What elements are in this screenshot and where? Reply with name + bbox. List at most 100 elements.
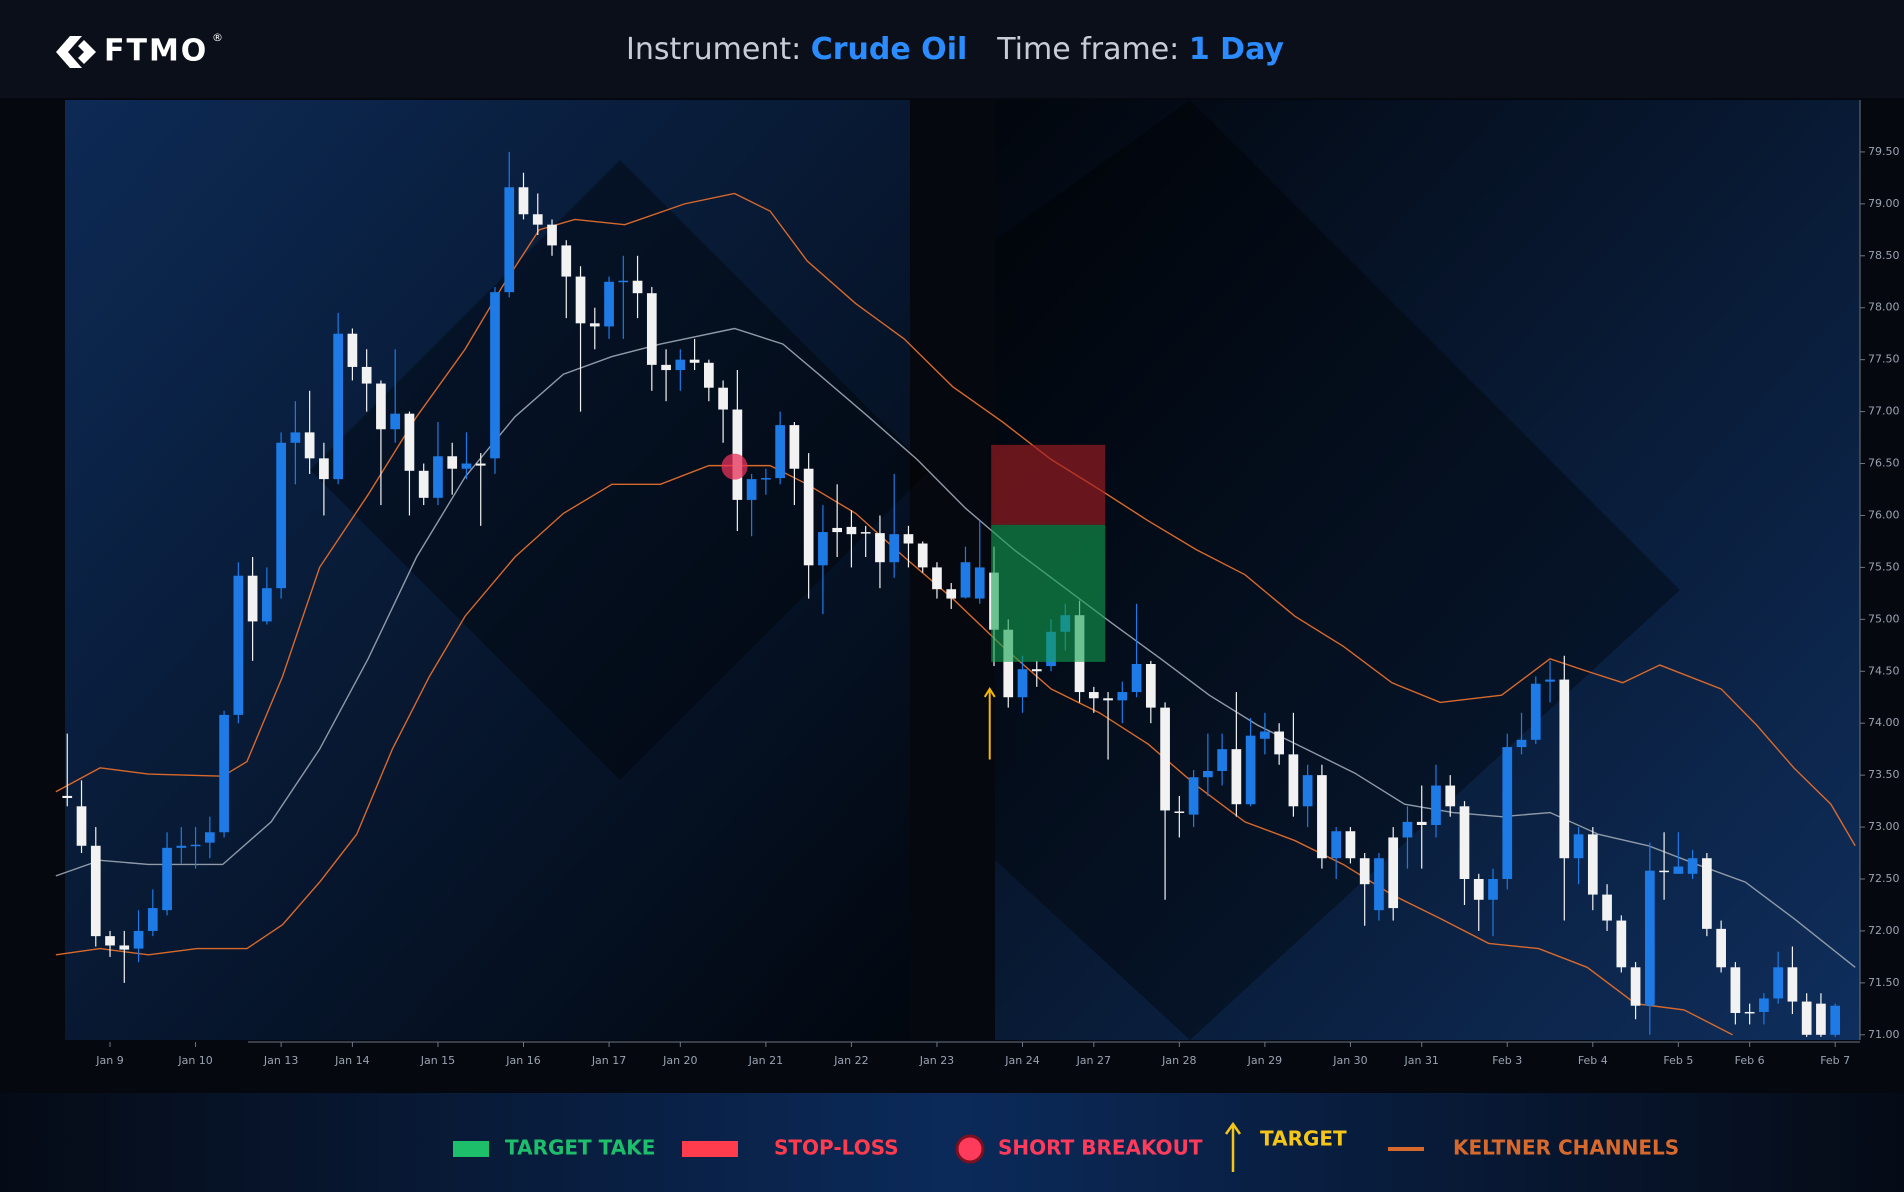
candle-body [1630,967,1641,1006]
candle-body [1616,920,1627,968]
candle-body [661,364,671,371]
candle-body [746,479,757,500]
candle-body [347,333,358,367]
candle-body [376,383,386,430]
candle-body [818,532,828,566]
plot-bg-left [65,100,910,1040]
header-bar [0,0,1904,98]
y-tick-label: 74.50 [1868,664,1900,677]
candle-body [119,945,130,950]
x-tick-label: Jan 14 [334,1054,369,1067]
candle-body [1816,1003,1826,1035]
x-tick-label: Feb 3 [1492,1054,1522,1067]
candle-body [361,366,372,384]
candle-body [761,478,771,480]
candle-body [1759,998,1769,1012]
candle-body [233,575,244,715]
candle-body [1003,629,1014,698]
y-tick-label: 71.50 [1868,976,1900,989]
candle-body [1773,967,1784,999]
candle-body [1103,698,1113,701]
candle-body [490,292,500,459]
candle-body [1744,1011,1755,1014]
candle-body [1245,735,1256,805]
y-tick-label: 76.00 [1868,508,1900,521]
candle-body [1088,692,1099,699]
candle-body [1359,858,1370,885]
y-tick-label: 73.50 [1868,768,1900,781]
candle-body [1702,858,1712,929]
candle-body [1031,669,1042,672]
candle-body [789,425,800,469]
logo-mark [78,40,96,64]
candle-body [1687,858,1698,874]
candle-body [1587,834,1598,895]
candle-body [1131,664,1142,693]
candle-body [1117,692,1128,701]
x-tick-label: Jan 9 [95,1054,123,1067]
candle-body [1274,731,1284,755]
candle-body [176,845,187,848]
candle-body [561,245,572,277]
legend-label: TARGET [1260,1127,1347,1151]
candle-body [447,456,458,469]
y-tick-label: 76.50 [1868,457,1900,470]
candle-body [518,187,529,215]
candle-body [304,432,315,459]
candle-body [703,362,714,388]
candle-body [846,526,857,535]
logo-text: FTMO [104,34,208,69]
timeframe: 1 Day [1189,32,1285,67]
legend-swatch [1224,1121,1242,1135]
x-tick-label: Jan 22 [833,1054,868,1067]
candle-body [1659,870,1669,873]
candle-body [1317,775,1327,859]
candle-body [1416,821,1427,825]
y-tick-label: 72.00 [1868,924,1900,937]
candle-body [1260,731,1270,739]
candle-body [319,458,329,480]
candle-body [547,224,557,246]
target-zone [991,524,1106,662]
candle-body [1217,749,1227,771]
candle-body [1302,775,1313,807]
x-tick-label: Jan 24 [1004,1054,1039,1067]
x-tick-label: Jan 28 [1161,1054,1196,1067]
x-tick-label: Feb 5 [1663,1054,1693,1067]
legend-label: TARGET TAKE [505,1136,655,1160]
candle-body [1174,811,1185,813]
y-tick-label: 78.50 [1868,249,1900,262]
candle-body [1673,866,1684,874]
candle-body [133,930,144,949]
candle-body [1374,858,1384,911]
instrument-label: Instrument: [626,32,801,67]
candle-body [1017,669,1028,698]
candle-body [1530,683,1541,740]
y-tick-label: 73.00 [1868,820,1900,833]
instrument: Crude Oil [811,32,968,67]
x-tick-label: Jan 21 [748,1054,783,1067]
candle-body [390,413,401,430]
candle-body [475,463,486,466]
candle-body [404,413,415,471]
candle-body [1545,679,1555,682]
legend-swatch [955,1134,985,1164]
y-tick-label: 71.00 [1868,1028,1900,1041]
candle-body [1644,870,1655,1006]
candle-body [1431,785,1441,825]
candle-body [575,276,586,324]
x-tick-label: Feb 6 [1735,1054,1765,1067]
candle-body [875,533,885,563]
candle-body [604,281,614,327]
candle-body [860,532,871,534]
candle-body [675,359,686,371]
x-tick-label: Jan 15 [420,1054,455,1067]
candle-body [90,845,101,937]
candle-body [1559,679,1570,859]
candle-body [1345,831,1356,859]
candle-body [974,567,985,599]
candle-body [162,847,172,911]
y-tick-label: 78.00 [1868,301,1900,314]
keltner-upper [55,192,1856,847]
candle-body [646,293,657,365]
